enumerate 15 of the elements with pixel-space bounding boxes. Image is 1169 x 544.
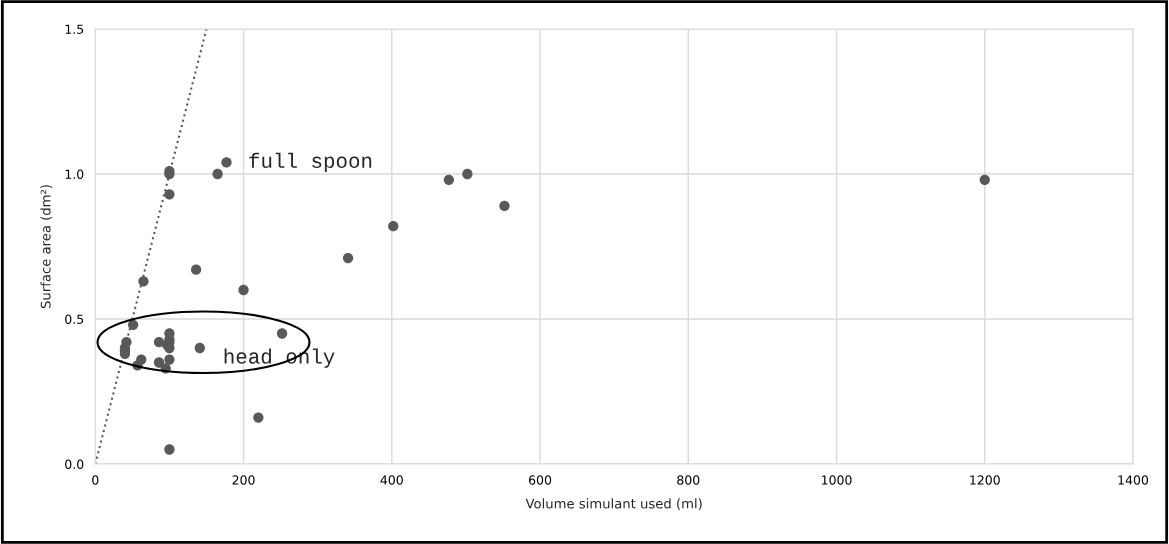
y-tick-label: 0.5 [65, 314, 84, 324]
x-tick-label: 1200 [970, 475, 1000, 485]
y-tick-label: 1.0 [65, 169, 84, 179]
x-tick-label: 1400 [1118, 475, 1149, 485]
x-tick-label: 1000 [821, 475, 852, 485]
y-tick-label: 1.5 [65, 24, 84, 34]
x-tick-label: 400 [380, 475, 403, 485]
x-tick-label: 800 [677, 475, 700, 485]
x-tick-label: 0 [92, 475, 99, 485]
x-tick-label: 200 [232, 475, 255, 485]
y-axis-title: Surface area (dm²) [40, 185, 53, 309]
annotation: full spoon [249, 152, 372, 173]
x-axis-title: Volume simulant used (ml) [525, 498, 702, 511]
y-tick-label: 0.0 [65, 459, 84, 469]
x-tick-label: 600 [528, 475, 552, 485]
